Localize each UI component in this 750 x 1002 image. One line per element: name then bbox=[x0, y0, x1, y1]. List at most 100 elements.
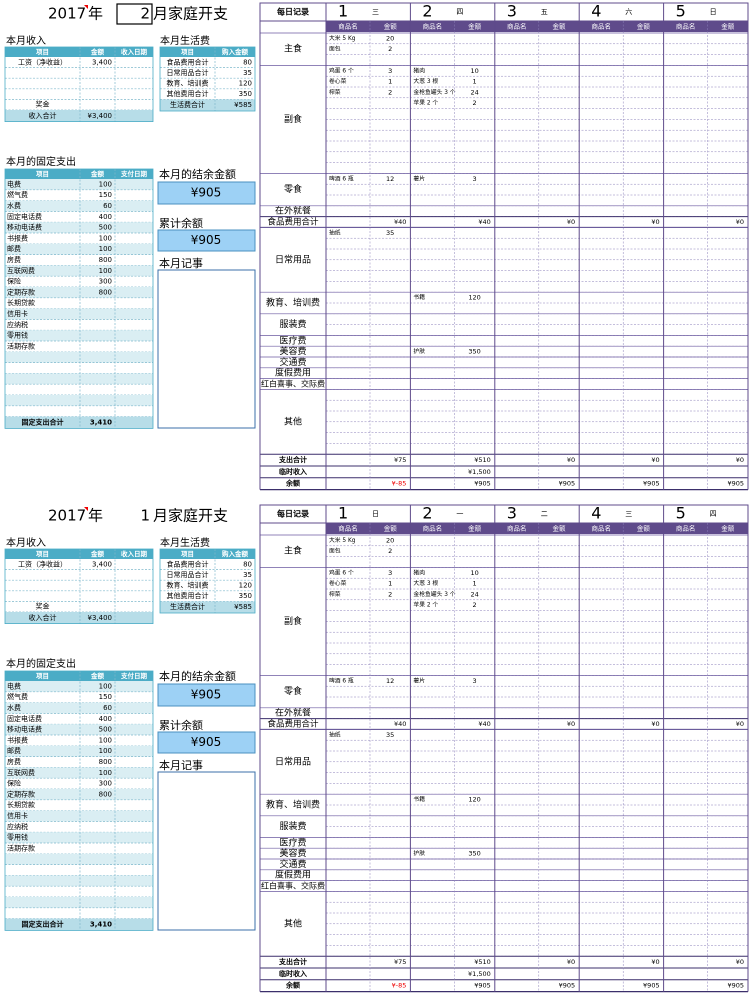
item-name: 定期存款 bbox=[7, 287, 35, 296]
item-amount: 100 bbox=[99, 267, 112, 275]
item-name: 日常用品合计 bbox=[167, 570, 209, 579]
row-stripe bbox=[5, 897, 153, 908]
table-border bbox=[4, 168, 154, 429]
column-header: 收入日期 bbox=[121, 47, 148, 56]
column-header: 商品名 bbox=[338, 22, 358, 31]
summary-value: ¥510 bbox=[474, 958, 491, 966]
summary-value: ¥1,500 bbox=[468, 468, 491, 476]
item-amount: 100 bbox=[99, 736, 112, 744]
notes-box bbox=[157, 269, 256, 429]
item-amount: 3,400 bbox=[92, 58, 112, 66]
item-amount: 100 bbox=[99, 682, 112, 690]
section-label: 零食 bbox=[284, 183, 302, 195]
item-amount: 500 bbox=[99, 726, 112, 734]
food-total-value: ¥0 bbox=[651, 218, 659, 226]
column-header: 支付日期 bbox=[120, 169, 148, 178]
cumulative-box bbox=[157, 731, 256, 754]
item-name: 苹果 2 个 bbox=[413, 99, 438, 107]
summary-value: ¥905 bbox=[727, 480, 744, 488]
section-title: 本月的结余金额 bbox=[159, 167, 236, 181]
item-amount: 400 bbox=[99, 715, 112, 723]
item-name: 奖金 bbox=[36, 602, 50, 611]
food-total-value: ¥0 bbox=[736, 218, 744, 226]
item-name: 大葱 3 根 bbox=[413, 579, 438, 587]
item-amount: 100 bbox=[99, 180, 112, 188]
item-name: 移动电话费 bbox=[7, 725, 42, 734]
daily-title: 每日记录 bbox=[277, 509, 309, 519]
section-title: 本月收入 bbox=[6, 536, 46, 549]
section-label: 度假费用 bbox=[275, 367, 311, 379]
row-stripe bbox=[5, 243, 153, 255]
column-header: 商品名 bbox=[676, 22, 696, 31]
row-stripe bbox=[5, 265, 153, 277]
section-label: 服装费 bbox=[279, 820, 306, 832]
item-name: 食品费用合计 bbox=[167, 559, 209, 568]
item-amount: 1 bbox=[473, 78, 477, 86]
item-name: 书籍 bbox=[413, 795, 425, 803]
item-name: 零用钱 bbox=[7, 833, 28, 842]
item-amount: 800 bbox=[99, 790, 112, 798]
table-header bbox=[5, 671, 153, 681]
column-header: 金额 bbox=[721, 22, 735, 31]
item-amount: 3,400 bbox=[92, 560, 112, 568]
month-cell-border bbox=[116, 3, 153, 25]
column-header: 金额 bbox=[90, 47, 105, 56]
total-value: ¥585 bbox=[234, 603, 252, 611]
item-amount: 20 bbox=[386, 536, 394, 544]
summary-label: 支出合计 bbox=[278, 957, 307, 966]
summary-label: 临时收入 bbox=[279, 467, 307, 476]
total-label: 收入合计 bbox=[29, 613, 57, 622]
weekday: 日 bbox=[372, 510, 379, 518]
total-label: 生活费合计 bbox=[170, 602, 205, 611]
section-title: 累计余额 bbox=[159, 216, 203, 230]
section-label: 美容费 bbox=[279, 345, 306, 357]
column-header: 金额 bbox=[637, 524, 651, 533]
item-amount: 350 bbox=[468, 348, 480, 356]
balance-value: ¥905 bbox=[191, 688, 222, 702]
row-stripe bbox=[5, 681, 153, 692]
item-name: 大葱 3 根 bbox=[413, 77, 438, 85]
item-amount: 35 bbox=[386, 731, 394, 739]
table-border bbox=[159, 548, 256, 614]
row-stripe bbox=[5, 330, 153, 341]
total-row bbox=[5, 110, 153, 122]
item-amount: 2 bbox=[473, 601, 477, 609]
column-header: 商品名 bbox=[507, 524, 527, 533]
row-stripe bbox=[5, 351, 153, 363]
row-stripe bbox=[5, 222, 153, 233]
summary-label: 余额 bbox=[285, 981, 300, 990]
item-name: 定期存款 bbox=[7, 789, 35, 798]
item-amount: 100 bbox=[99, 245, 112, 253]
summary-label: 余额 bbox=[285, 479, 300, 488]
table-header bbox=[5, 549, 153, 559]
section-label: 医疗费 bbox=[279, 334, 306, 346]
item-amount: 35 bbox=[386, 229, 394, 237]
item-name: 房费 bbox=[7, 255, 21, 264]
day-number: 4 bbox=[591, 504, 601, 523]
item-amount: 80 bbox=[243, 560, 252, 568]
item-amount: 400 bbox=[99, 213, 112, 221]
section-title: 本月记事 bbox=[159, 256, 203, 270]
item-amount: 150 bbox=[99, 191, 112, 199]
column-header: 购入金额 bbox=[222, 549, 249, 558]
item-amount: 60 bbox=[103, 202, 112, 210]
item-name: 水费 bbox=[7, 703, 21, 712]
item-amount: 35 bbox=[243, 571, 252, 579]
month: 2 bbox=[140, 5, 150, 23]
section-title: 累计余额 bbox=[159, 718, 203, 732]
table-header bbox=[5, 169, 153, 179]
total-label: 收入合计 bbox=[29, 111, 57, 120]
item-name: 薯片 bbox=[413, 174, 425, 182]
item-name: 零用钱 bbox=[7, 331, 28, 340]
item-name: 活期存款 bbox=[7, 843, 35, 852]
summary-value: ¥905 bbox=[474, 480, 491, 488]
section-label: 主食 bbox=[284, 43, 302, 55]
section-label: 日常用品 bbox=[275, 755, 311, 767]
item-name: 鸡蛋 6 个 bbox=[329, 66, 354, 74]
summary-value: ¥905 bbox=[474, 982, 491, 990]
table-border bbox=[4, 548, 154, 624]
item-name: 燃气费 bbox=[7, 692, 28, 701]
summary-value: ¥905 bbox=[727, 982, 744, 990]
section-label: 副食 bbox=[284, 615, 302, 627]
